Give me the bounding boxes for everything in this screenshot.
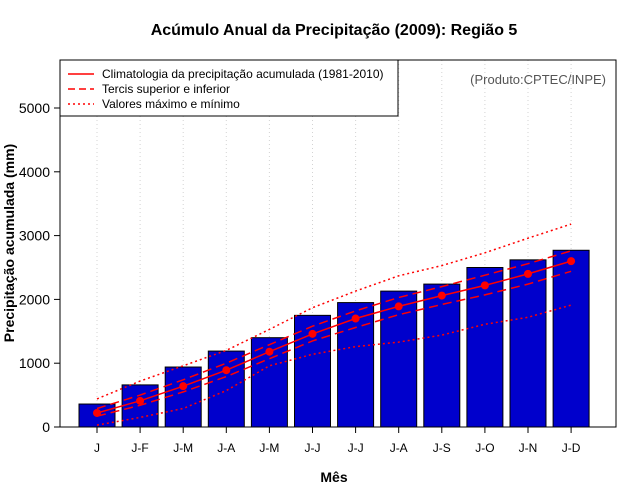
series-line-0 — [96, 260, 572, 414]
legend-entry-climatology: Climatologia da precipitação acumulada (… — [102, 67, 384, 81]
x-tick-label: J-M — [259, 441, 279, 455]
x-tick-label: J — [94, 441, 100, 455]
legend-box — [59, 59, 399, 117]
x-tick-label: J-D — [562, 441, 581, 455]
y-axis: 0 1000 2000 3000 4000 5000 — [19, 100, 60, 435]
climatology-point-11 — [567, 257, 576, 266]
climatology-point-7 — [394, 302, 403, 311]
x-tick-label: J-J — [348, 441, 364, 455]
bar-11 — [552, 249, 590, 428]
bars-group — [78, 249, 590, 428]
x-tick-label: J-J — [305, 441, 321, 455]
series-line-1 — [96, 250, 572, 410]
y-tick-label: 4000 — [19, 164, 50, 180]
x-tick-label: J-N — [519, 441, 538, 455]
y-axis-label: Precipitação acumulada (mm) — [1, 144, 17, 342]
x-tick-label: J-A — [217, 441, 235, 455]
climatology-point-10 — [524, 269, 532, 278]
y-tick-label: 0 — [42, 419, 50, 435]
y-tick-label: 2000 — [19, 291, 50, 307]
y-tick-label: 5000 — [19, 100, 50, 116]
x-tick-label: J-F — [131, 441, 148, 455]
bar-2 — [164, 366, 202, 428]
x-tick-label: J-O — [475, 441, 494, 455]
climatology-point-9 — [480, 281, 489, 290]
legend: Climatologia da precipitação acumulada (… — [59, 59, 399, 117]
climatology-point-8 — [437, 291, 446, 300]
x-axis: J J-F J-M J-A J-M J-J J-J J-A J-S J-O J-N J-D — [94, 427, 581, 455]
x-tick-label: J-M — [173, 441, 193, 455]
climatology-point-5 — [308, 329, 317, 338]
climatology-point-4 — [265, 347, 274, 356]
x-axis-label: Mês — [320, 469, 347, 485]
series-line-4 — [96, 304, 572, 426]
lines-group — [93, 223, 576, 426]
series-line-2 — [96, 270, 572, 417]
bar-8 — [423, 283, 461, 428]
chart-title: Acúmulo Anual da Precipitação (2009): Re… — [151, 22, 518, 39]
y-tick-label: 1000 — [19, 355, 50, 371]
climatology-point-2 — [179, 382, 188, 391]
source-label: (Produto:CPTEC/INPE) — [470, 72, 606, 87]
x-tick-label: J-A — [390, 441, 408, 455]
legend-entry-max-min: Valores máximo e mínimo — [102, 97, 240, 111]
bar-10 — [509, 259, 547, 428]
climatology-point-1 — [136, 396, 145, 405]
y-tick-label: 3000 — [19, 228, 50, 244]
legend-entry-terciles: Tercis superior e inferior — [102, 82, 230, 96]
climatology-point-6 — [351, 314, 360, 323]
bar-7 — [380, 290, 418, 428]
x-tick-label: J-S — [433, 441, 451, 455]
bar-9 — [466, 267, 504, 428]
climatology-point-3 — [222, 366, 231, 375]
bar-3 — [207, 350, 245, 428]
